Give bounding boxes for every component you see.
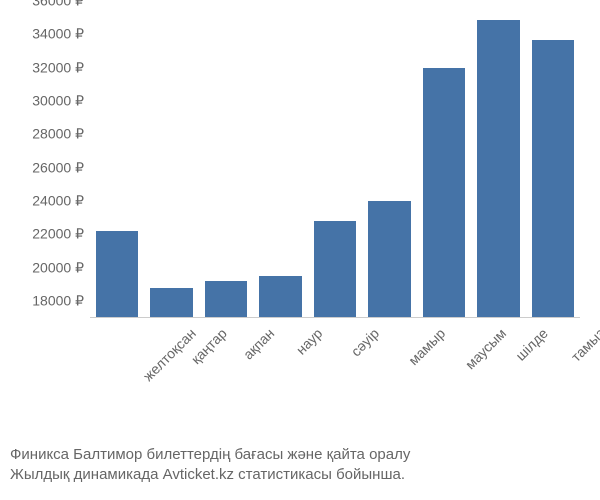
bars-layer — [90, 18, 580, 318]
bar — [259, 276, 301, 318]
y-tick-label: 20000 ₽ — [32, 259, 90, 276]
y-tick-label: 18000 ₽ — [32, 293, 90, 310]
y-tick-label: 22000 ₽ — [32, 226, 90, 243]
bar — [205, 281, 247, 318]
x-axis-baseline — [90, 317, 580, 318]
bar — [96, 231, 138, 318]
y-tick-label: 32000 ₽ — [32, 59, 90, 76]
x-tick-label: наур — [285, 318, 325, 358]
y-tick-label: 30000 ₽ — [32, 93, 90, 110]
x-tick-label: шілде — [506, 318, 552, 364]
y-tick-label: 36000 ₽ — [32, 0, 90, 10]
bar — [150, 288, 192, 318]
bar — [477, 20, 519, 318]
x-tick-label: ақпан — [233, 318, 278, 363]
bar — [368, 201, 410, 318]
bar — [532, 40, 574, 318]
chart-caption: Финикса Балтимор билеттердің бағасы және… — [0, 445, 600, 486]
x-tick-label: сәуір — [341, 318, 382, 359]
x-tick-label: тамыз — [561, 318, 600, 365]
plot-area: 18000 ₽20000 ₽22000 ₽24000 ₽26000 ₽28000… — [90, 18, 580, 318]
y-tick-label: 24000 ₽ — [32, 193, 90, 210]
y-tick-label: 28000 ₽ — [32, 126, 90, 143]
bar — [423, 68, 465, 318]
caption-line-2: Жылдық динамикада Avticket.kz статистика… — [10, 465, 590, 485]
x-tick-label: мамыр — [399, 318, 449, 368]
price-chart: 18000 ₽ 20000 ₽ 22000 ₽ 24000 ₽ 26000 ₽ 28000… — [0, 0, 600, 500]
x-tick-label: маусым — [455, 318, 509, 372]
y-tick-label: 26000 ₽ — [32, 159, 90, 176]
y-tick-label: 34000 ₽ — [32, 26, 90, 43]
bar — [314, 221, 356, 318]
caption-line-1: Финикса Балтимор билеттердің бағасы және… — [10, 445, 590, 465]
